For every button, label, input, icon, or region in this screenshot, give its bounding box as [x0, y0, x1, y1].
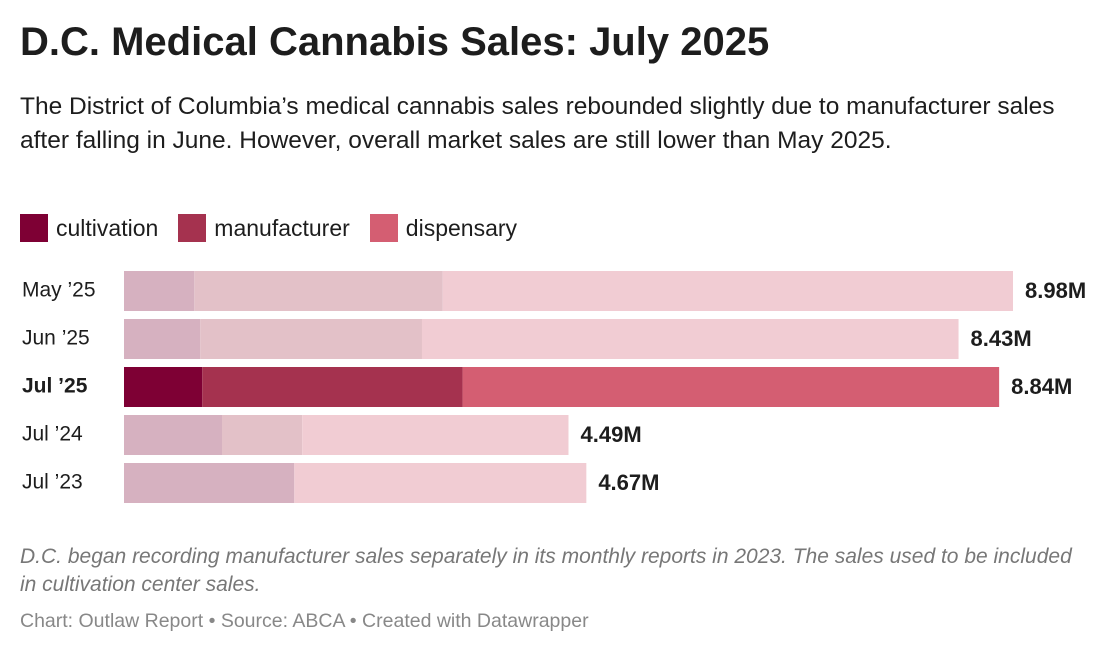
bar-segment — [194, 271, 443, 311]
y-tick-label: Jul ’25 — [22, 375, 88, 398]
total-label: 4.67M — [598, 470, 659, 495]
legend-swatch — [178, 214, 207, 242]
bar-segment — [302, 415, 569, 455]
chart-title: D.C. Medical Cannabis Sales: July 2025 — [20, 20, 770, 64]
legend-item: manufacturer — [178, 214, 350, 242]
total-label: 8.84M — [1011, 374, 1072, 399]
bar-segment — [124, 271, 195, 311]
bar-segment — [442, 271, 1013, 311]
bar-segment — [200, 319, 422, 359]
bar-segment — [294, 463, 587, 503]
legend-swatch — [369, 214, 398, 242]
legend-item: cultivation — [20, 214, 158, 242]
bar-segment — [202, 367, 463, 407]
y-tick-label: Jun ’25 — [22, 327, 90, 350]
bar-segment — [124, 415, 223, 455]
total-label: 8.98M — [1025, 278, 1086, 303]
chart: May ’25 8.98M Jun ’25 8.43M Jul ’25 8.84M Jul … — [22, 271, 1086, 503]
bar-segment — [462, 367, 1000, 407]
chart-note: D.C. began recording manufacturer sales … — [20, 545, 1072, 596]
legend-item: dispensary — [369, 214, 518, 242]
chart-source: Chart: Outlaw Report • Source: ABCA • Cr… — [20, 610, 589, 632]
total-label: 4.49M — [581, 422, 642, 447]
total-label: 8.43M — [971, 326, 1032, 351]
bar-segment — [124, 319, 201, 359]
bar-segment — [421, 319, 959, 359]
chart-subtitle: The District of Columbia’s medical canna… — [20, 93, 1055, 154]
legend: cultivation manufacturer dispensary — [20, 214, 517, 242]
y-tick-label: May ’25 — [22, 279, 96, 302]
y-tick-label: Jul ’23 — [22, 471, 83, 494]
bar-segment — [222, 415, 303, 455]
legend-label: manufacturer — [214, 214, 350, 241]
bar-segment — [124, 367, 203, 407]
legend-label: dispensary — [405, 214, 518, 241]
legend-swatch — [20, 214, 48, 242]
bar-segment — [124, 463, 295, 503]
legend-label: cultivation — [56, 214, 159, 241]
y-tick-label: Jul ’24 — [22, 423, 83, 446]
